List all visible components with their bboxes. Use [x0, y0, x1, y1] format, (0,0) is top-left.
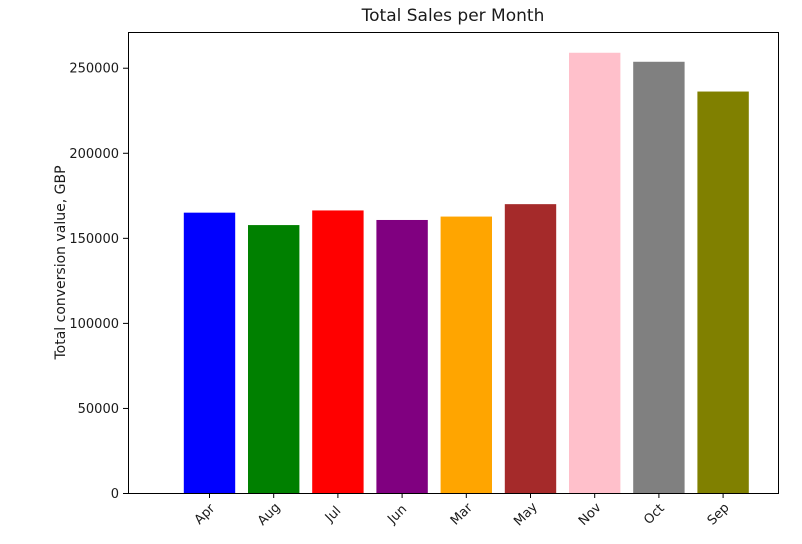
bar-mar: [440, 216, 492, 493]
bar-jun: [376, 219, 428, 493]
y-tick-label-200000: 200000: [69, 147, 119, 162]
bar-apr: [183, 212, 236, 493]
x-tick-label-sep: Sep: [705, 501, 733, 529]
y-axis: 0 50000 100000 150000 200000 250000: [69, 62, 128, 502]
x-tick-label-jul: Jul: [322, 504, 344, 526]
y-tick-label-250000: 250000: [69, 62, 119, 77]
bar-sep: [697, 91, 749, 493]
x-tick-label-apr: Apr: [192, 501, 219, 528]
bar-may: [504, 204, 557, 493]
bar-jul: [312, 210, 364, 494]
bar-oct: [633, 61, 685, 493]
x-tick-label-mar: Mar: [448, 500, 476, 528]
bar-nov: [569, 52, 621, 493]
bars-group: [183, 52, 749, 494]
x-tick-label-aug: Aug: [255, 500, 284, 529]
y-tick-label-50000: 50000: [78, 402, 119, 417]
y-tick-label-150000: 150000: [69, 232, 119, 247]
x-tick-label-may: May: [511, 500, 541, 530]
x-tick-label-oct: Oct: [641, 501, 668, 528]
x-axis: Apr Aug Jul Jun Mar May Nov Oct Sep: [192, 493, 733, 529]
bar-aug: [248, 225, 300, 493]
x-tick-label-nov: Nov: [576, 500, 605, 529]
chart-title: Total Sales per Month: [361, 6, 545, 26]
plot-frame: [128, 32, 779, 494]
y-tick-label-100000: 100000: [69, 317, 119, 332]
y-axis-label: Total conversion value, GBP: [53, 165, 69, 360]
x-tick-label-jun: Jun: [384, 502, 410, 528]
y-tick-label-0: 0: [111, 487, 119, 502]
